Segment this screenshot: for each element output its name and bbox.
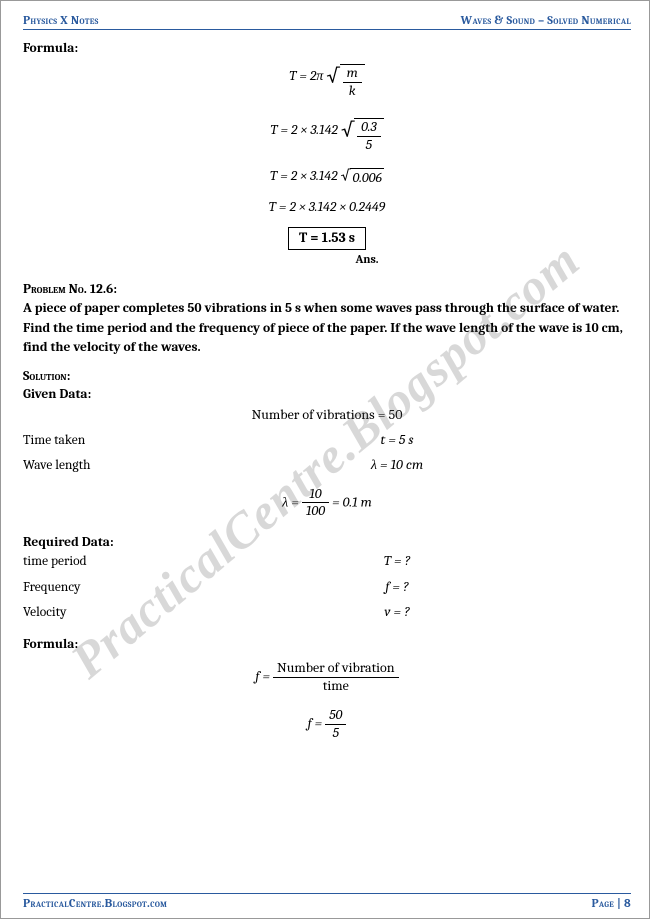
eq-f-frac: f = Number of vibrationtime <box>23 660 631 695</box>
eq1-den: k <box>343 83 362 100</box>
time-period-eq: T = ? <box>163 552 631 571</box>
eq1-num: m <box>343 65 362 83</box>
equation-1: T = 2π √ mk <box>23 64 631 100</box>
eq2-pre: T = 2 × 3.142 <box>270 121 337 138</box>
f-pre: f = <box>255 668 270 685</box>
f-num: Number of vibration <box>273 660 399 678</box>
frequency-label: Frequency <box>23 579 163 597</box>
lambda-num: 10 <box>302 486 329 504</box>
row-velocity: Velocity v = ? <box>23 603 631 622</box>
time-eq: t = 5 s <box>163 431 631 450</box>
answer-label: Ans. <box>355 252 378 266</box>
boxed-answer: T = 1.53 s <box>288 227 366 250</box>
formula2-label: Formula: <box>23 636 631 654</box>
time-period-label: time period <box>23 553 163 571</box>
eq3-pre: T = 2 × 3.142 <box>270 167 337 184</box>
nv-label: Number of vibrations = 50 <box>252 406 403 423</box>
required-head: Required Data: <box>23 534 631 552</box>
equation-2: T = 2 × 3.142 √ 0.35 <box>23 118 631 154</box>
row-time-period: time period T = ? <box>23 552 631 571</box>
f-den: time <box>273 678 399 695</box>
time-taken-label: Time taken <box>23 432 163 450</box>
velocity-eq: v = ? <box>163 603 631 622</box>
eq3-sqrt: 0.006 <box>352 169 381 186</box>
velocity-label: Velocity <box>23 604 163 622</box>
solution-head: Solution: <box>23 368 631 386</box>
f2-num: 50 <box>325 707 346 725</box>
lambda-den: 100 <box>302 503 329 520</box>
eq1-lhs: T = 2π <box>289 67 323 84</box>
page-header: Physics X Notes Waves & Sound – Solved N… <box>23 13 631 29</box>
page-content: Formula: T = 2π √ mk T = 2 × 3.142 √ 0.3… <box>23 40 631 742</box>
eq2-den: 5 <box>357 137 381 154</box>
formula-label: Formula: <box>23 40 631 58</box>
lambda-pre: λ = <box>282 493 299 510</box>
wavelength-eq: λ = 10 cm <box>163 456 631 475</box>
problem-text: A piece of paper completes 50 vibrations… <box>23 299 631 358</box>
header-right: Waves & Sound – Solved Numerical <box>461 13 631 27</box>
header-rule <box>23 29 631 30</box>
page-footer: PracticalCentre.Blogspot.com Page | 8 <box>23 893 631 910</box>
eq4-text: T = 2 × 3.142 × 0.2449 <box>269 198 385 215</box>
row-frequency: Frequency f = ? <box>23 578 631 597</box>
header-left: Physics X Notes <box>23 13 99 27</box>
lambda-post: = 0.1 m <box>332 493 372 510</box>
footer-right: Page | 8 <box>591 896 631 910</box>
equation-4: T = 2 × 3.142 × 0.2449 <box>23 198 631 217</box>
eq2-num: 0.3 <box>357 119 381 137</box>
row-wavelength: Wave length λ = 10 cm <box>23 456 631 475</box>
problem-title: Problem No. 12.6: <box>23 281 631 299</box>
eq-f2-frac: f = 505 <box>23 707 631 742</box>
f2-pre: f = <box>308 714 323 731</box>
wavelength-label: Wave length <box>23 457 163 475</box>
eq-nv: Number of vibrations = 50 <box>23 406 631 425</box>
given-head: Given Data: <box>23 386 631 404</box>
footer-left: PracticalCentre.Blogspot.com <box>23 896 167 910</box>
equation-boxed: T = 1.53 s Ans. <box>23 227 631 269</box>
f2-den: 5 <box>325 725 346 742</box>
row-time-taken: Time taken t = 5 s <box>23 431 631 450</box>
eq-lambda-frac: λ = 10100 = 0.1 m <box>23 486 631 521</box>
frequency-eq: f = ? <box>163 578 631 597</box>
equation-3: T = 2 × 3.142 √0.006 <box>23 167 631 188</box>
